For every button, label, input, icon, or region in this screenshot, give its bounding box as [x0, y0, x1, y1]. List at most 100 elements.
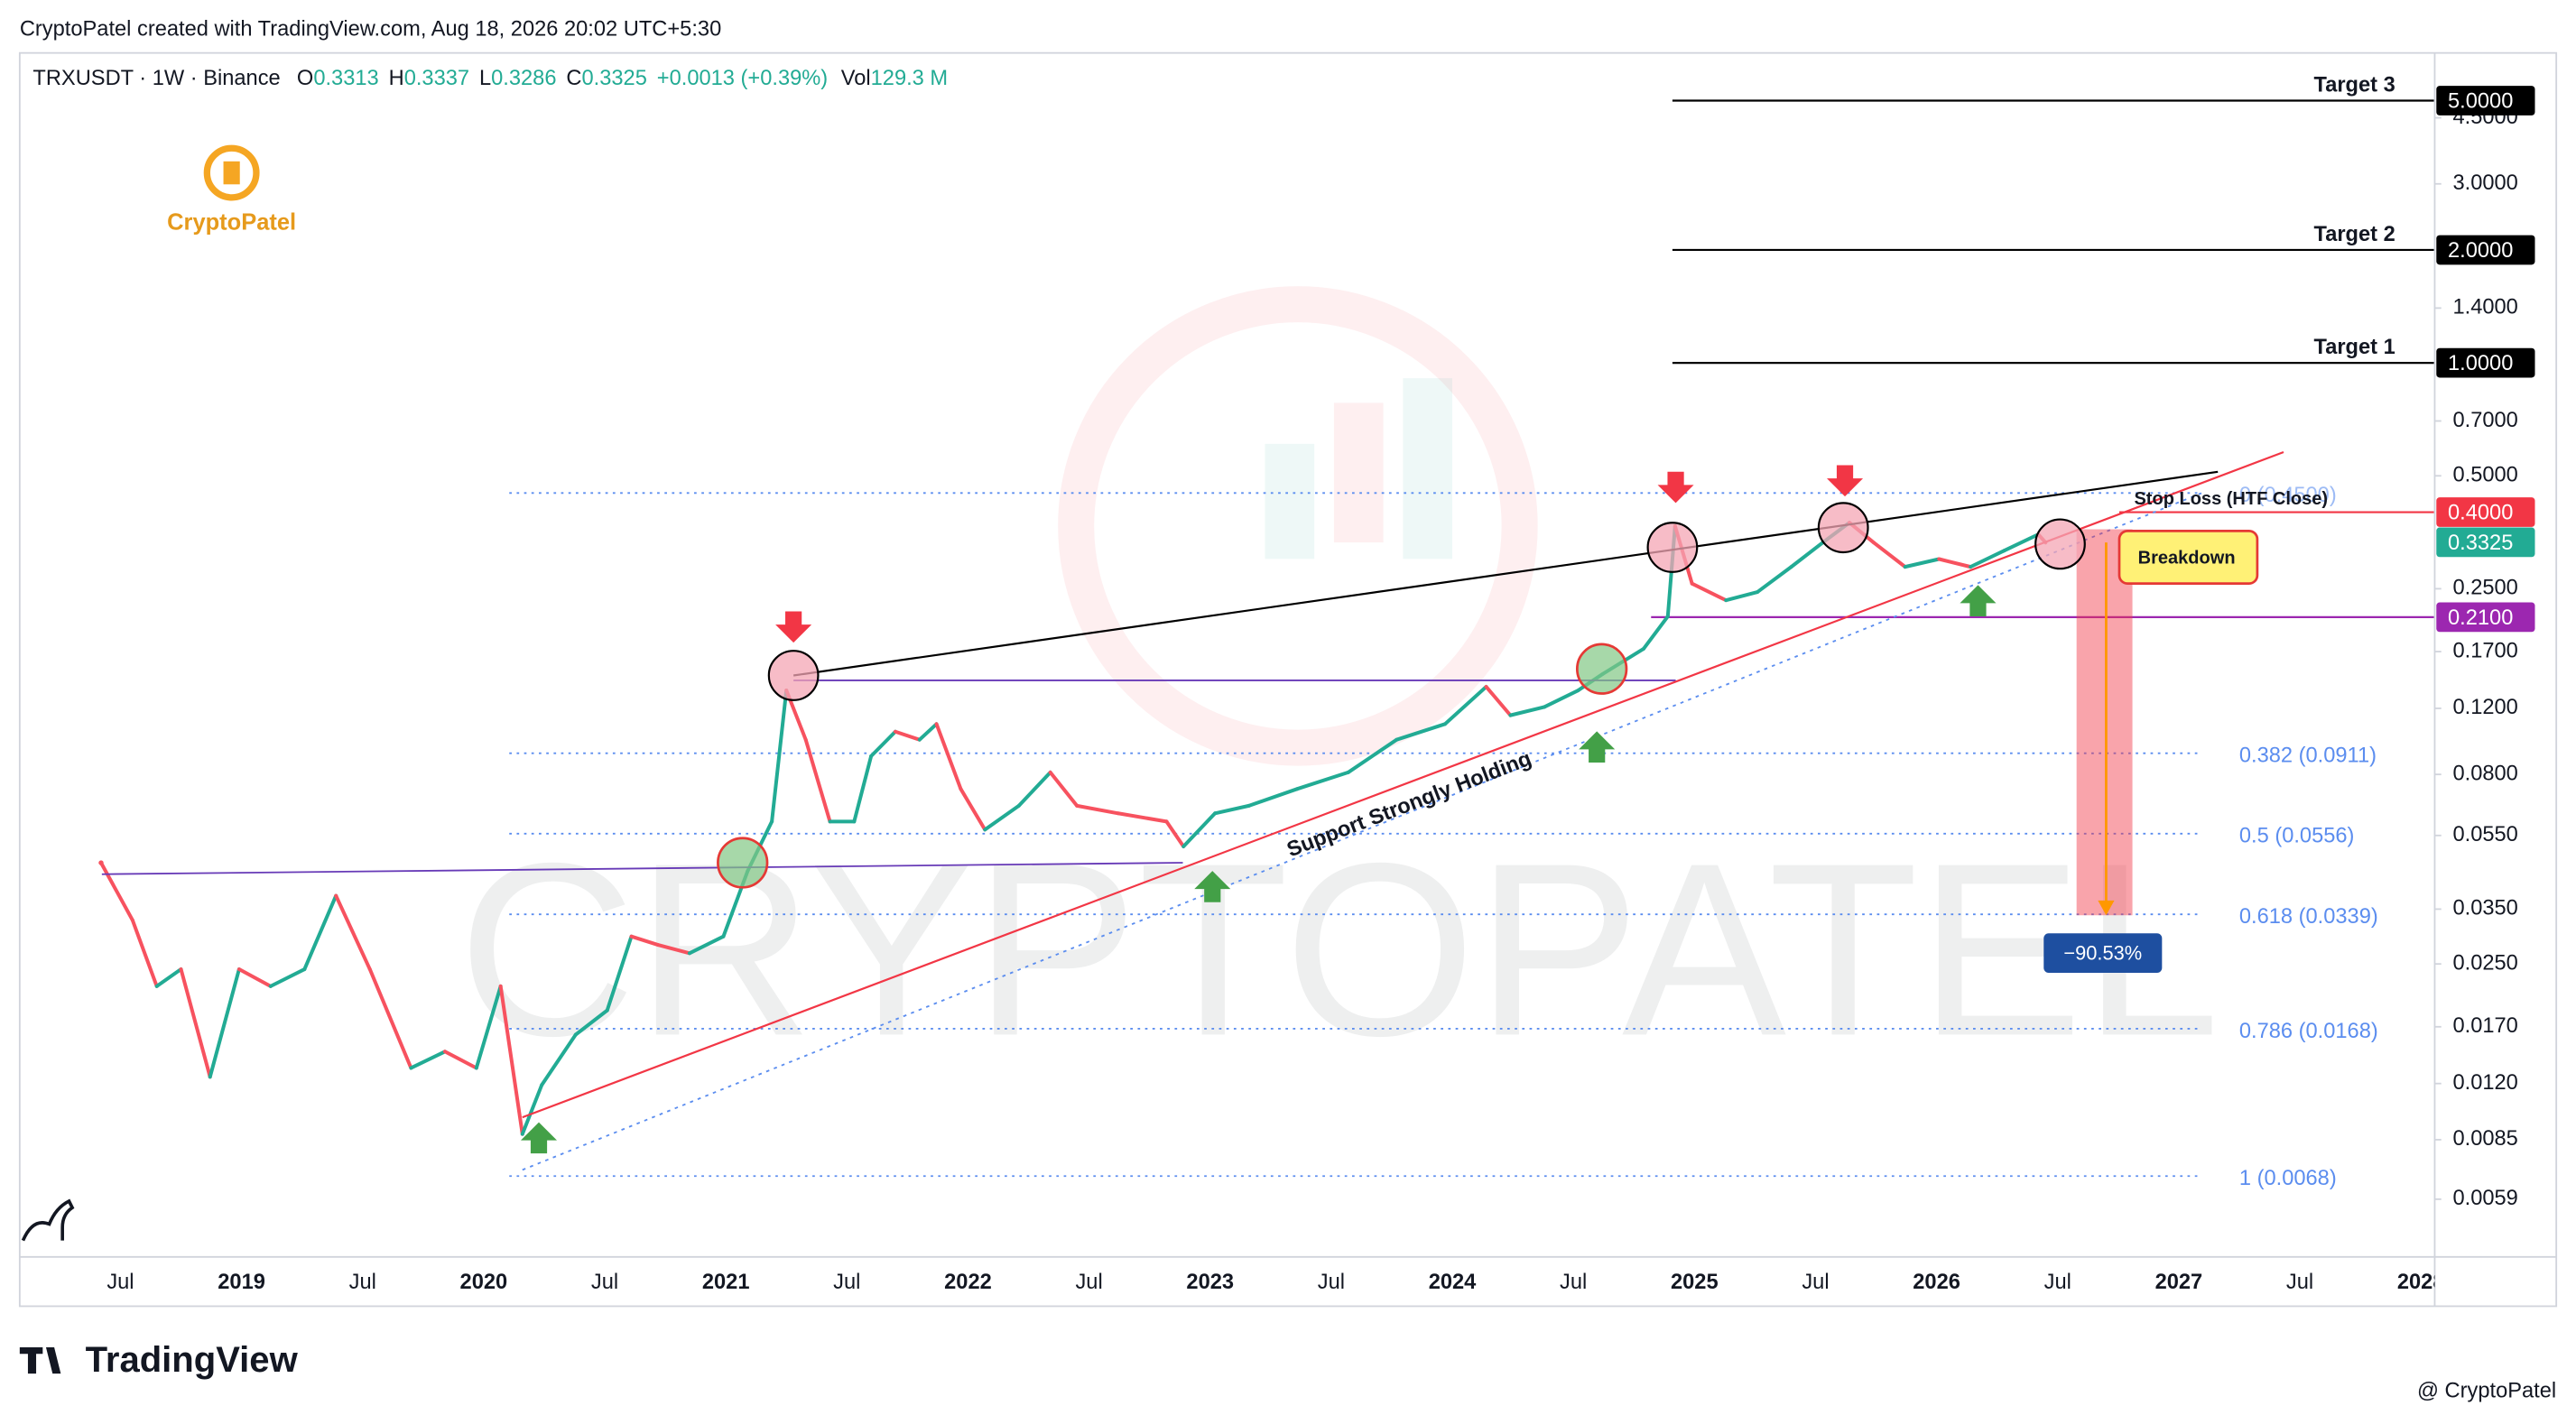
fib-label: 0 (0.4500): [2239, 484, 2337, 507]
down-arrow: [1657, 471, 1694, 504]
price-segment: [302, 893, 338, 972]
symbol: TRXUSDT · 1W · Binance: [32, 67, 280, 90]
y-tick-label: 0.0800: [2452, 762, 2517, 785]
price-label: 5.0000: [2448, 90, 2513, 114]
y-tick-label: 3.0000: [2452, 171, 2517, 195]
price-segment: [1213, 803, 1251, 816]
ohlc-value: 0.3337: [404, 67, 469, 90]
price-segment: [179, 967, 212, 1079]
logo: CryptoPatel: [167, 144, 296, 236]
footer-logo-icon: [19, 1346, 61, 1374]
plot-area: 0 (0.4500) 0.382 (0.0911) 0.5 (0.0556) 0.61…: [98, 73, 2435, 1190]
down-arrow: [1827, 465, 1864, 497]
drop-box: [2043, 933, 2163, 973]
fib-label: 0.618 (0.0339): [2239, 905, 2378, 929]
price-label-box: [2436, 86, 2535, 116]
stop-loss-label: Stop Loss (HTF Close): [2134, 489, 2328, 509]
price-label-box: [2436, 497, 2535, 527]
price-segment: [409, 1050, 447, 1070]
price-segment: [98, 861, 134, 922]
y-tick-label: 0.0059: [2452, 1187, 2517, 1210]
price-segment: [1903, 557, 1941, 569]
tv-icon: [21, 1198, 75, 1242]
drop-zone: [2076, 529, 2133, 916]
price-segment: [687, 934, 726, 956]
drop-label: −90.53%: [2063, 942, 2142, 965]
logo-icon: [223, 161, 240, 185]
volume: 129.3 M: [871, 67, 948, 90]
price-label: 0.3325: [2448, 532, 2513, 555]
footer-credit: @ CryptoPatel: [2417, 1379, 2556, 1402]
price-segment: [629, 934, 661, 948]
price-label-box: [2436, 527, 2535, 558]
x-tick-label: Jul: [1318, 1271, 1345, 1294]
price-label: 1.0000: [2448, 352, 2513, 375]
price-segment: [1164, 819, 1186, 849]
price-segment: [1789, 541, 1825, 569]
y-tick-label: 0.5000: [2452, 464, 2517, 487]
ohlc-value: 0.3325: [582, 67, 647, 90]
price-segment: [236, 967, 273, 988]
price-segment: [893, 729, 922, 742]
x-tick-label: Jul: [1075, 1271, 1102, 1294]
range-line: [101, 862, 1183, 875]
top-marker: [1817, 502, 1869, 554]
price-label: 0.4000: [2448, 502, 2513, 525]
price-segment: [1871, 541, 1907, 569]
price-segment: [498, 984, 524, 1136]
ohlc-value: 0.3313: [313, 67, 378, 90]
x-tick-label: Jul: [1560, 1271, 1587, 1294]
y-tick-label: 0.0550: [2452, 823, 2517, 846]
price-segment: [1246, 787, 1300, 808]
price-label: 0.2100: [2448, 606, 2513, 630]
fib-label: 0.786 (0.0168): [2239, 1020, 2378, 1043]
drop-arrow-head: [2098, 900, 2115, 916]
price-segment: [1641, 615, 1670, 651]
price-segment: [803, 737, 832, 824]
price-segment: [1542, 689, 1580, 709]
price-segment: [367, 967, 413, 1070]
y-tick-label: 0.0170: [2452, 1014, 2517, 1038]
down-arrow: [775, 611, 812, 643]
price-segment: [573, 1008, 609, 1037]
price-label-box: [2436, 602, 2535, 633]
top-marker: [2034, 518, 2086, 570]
x-tick-label: Jul: [2286, 1271, 2313, 1294]
price-segment: [770, 689, 789, 824]
price-segment: [605, 934, 634, 1013]
price-segment: [852, 754, 874, 824]
ohlc-key: H: [389, 67, 404, 90]
up-arrow: [1194, 871, 1231, 902]
up-arrow: [1960, 585, 1997, 616]
price-segment: [1756, 565, 1793, 595]
price-segment: [1969, 549, 2006, 569]
y-tick-label: 0.0350: [2452, 897, 2517, 920]
price-segment: [1508, 705, 1546, 717]
fib-label: 1 (0.0068): [2239, 1167, 2337, 1190]
x-tick-label: 2021: [702, 1271, 750, 1294]
y-tick-label: 0.1700: [2452, 639, 2517, 662]
price-segment: [2002, 532, 2041, 553]
top-marker: [767, 650, 820, 701]
price-segment: [474, 984, 503, 1070]
price-label-box: [2436, 235, 2535, 265]
channel-line: [522, 492, 2202, 1171]
price-segment: [520, 1083, 544, 1136]
price-segment: [1346, 737, 1399, 774]
x-tick-label: Jul: [591, 1271, 618, 1294]
price-segment: [154, 967, 183, 988]
x-tick-label: 2027: [2155, 1271, 2203, 1294]
level-label: Target 2: [2314, 223, 2395, 246]
time-axis: Jul 2019 Jul 2020 Jul 2021 Jul 2022 Jul 2023 Jul 20…: [107, 1271, 2434, 1294]
price-segment: [917, 722, 939, 742]
y-tick-label: 0.0085: [2452, 1127, 2517, 1151]
price-segment: [540, 1032, 578, 1087]
x-tick-label: 2025: [1671, 1271, 1719, 1294]
x-tick-label: 2022: [944, 1271, 992, 1294]
x-tick-label: 2024: [1429, 1271, 1477, 1294]
x-tick-label: 2023: [1186, 1271, 1234, 1294]
fib-label: 0.5 (0.0556): [2239, 825, 2355, 848]
price-segment: [334, 893, 372, 972]
y-tick-label: 0.7000: [2452, 409, 2517, 432]
